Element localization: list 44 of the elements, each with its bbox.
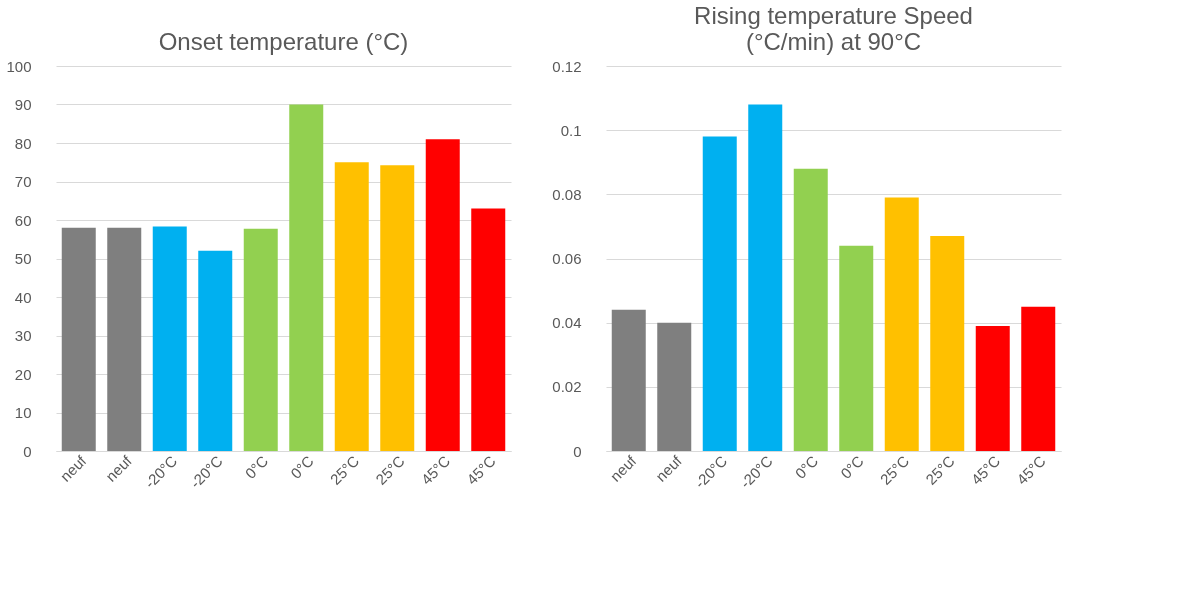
bar <box>425 139 460 451</box>
x-tick-label: 0°C <box>791 451 822 482</box>
chart-title: Rising temperature Speed (°C/min) at 90°C <box>694 2 973 55</box>
y-tick-label: 80 <box>14 134 32 152</box>
y-tick-label: 40 <box>14 288 32 306</box>
x-tick-label: 0°C <box>837 451 867 482</box>
bar <box>930 236 965 451</box>
y-tick-label: 0.06 <box>552 250 582 267</box>
y-tick-label: 20 <box>14 365 32 383</box>
bar <box>839 245 874 451</box>
y-tick-label: 0.1 <box>560 121 582 139</box>
bar <box>1021 306 1056 451</box>
y-tick-label: 30 <box>14 327 32 344</box>
bar <box>975 325 1010 451</box>
y-tick-label: 90 <box>14 96 32 113</box>
chart-title: Onset temperature (°C) <box>158 28 409 55</box>
bar <box>334 162 369 451</box>
bar <box>61 227 96 451</box>
y-tick-label: 10 <box>14 404 32 421</box>
bar <box>107 227 142 451</box>
y-tick-label: 50 <box>14 250 32 267</box>
x-tick-label: 0°C <box>287 451 317 482</box>
bar <box>243 228 278 451</box>
x-tick-label: 0°C <box>241 451 272 482</box>
y-tick-label: 0 <box>573 442 582 460</box>
y-tick-label: 0 <box>23 442 32 460</box>
bar <box>657 322 692 451</box>
y-tick-label: 70 <box>14 173 32 190</box>
bar <box>702 136 737 451</box>
bar <box>793 168 828 451</box>
bar <box>198 250 233 451</box>
y-tick-label: 0.12 <box>552 57 582 75</box>
bar <box>884 197 919 451</box>
bar <box>152 226 187 451</box>
bar <box>471 208 506 451</box>
y-tick-label: 100 <box>6 57 32 75</box>
bar <box>611 309 646 451</box>
y-tick-label: 60 <box>14 211 32 229</box>
bar <box>289 104 324 451</box>
y-tick-label: 0.08 <box>552 185 582 203</box>
bar <box>748 104 783 451</box>
y-tick-label: 0.02 <box>552 378 582 396</box>
y-tick-label: 0.04 <box>552 314 582 332</box>
bar <box>380 165 415 451</box>
